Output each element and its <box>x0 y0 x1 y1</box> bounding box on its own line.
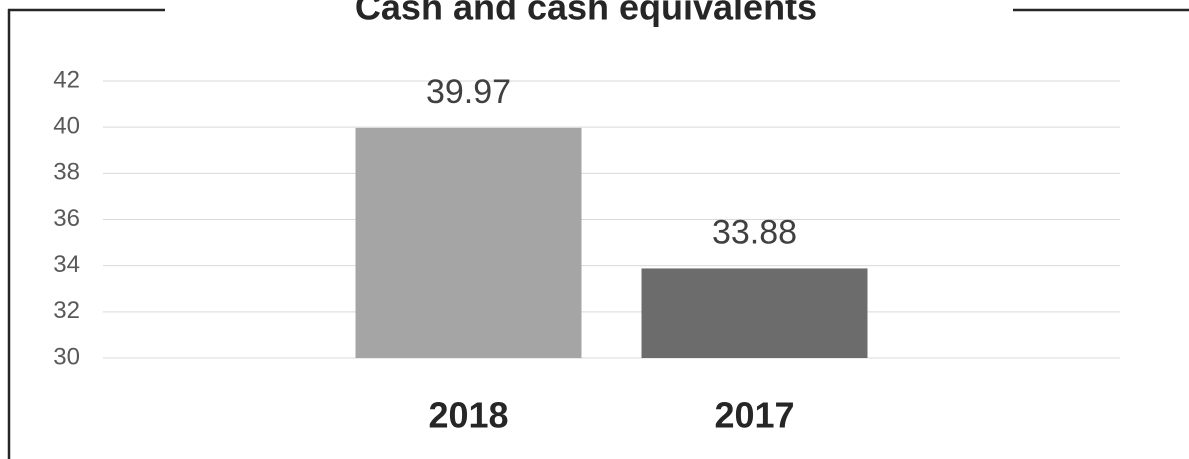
x-tick-label: 2018 <box>428 395 508 436</box>
y-tick-label: 42 <box>53 66 80 93</box>
y-tick-label: 40 <box>53 113 80 140</box>
y-tick-label: 38 <box>53 159 80 186</box>
y-tick-label: 30 <box>53 343 80 370</box>
bar <box>355 127 582 359</box>
y-tick-label: 36 <box>53 205 80 232</box>
y-tick-label: 34 <box>53 251 80 278</box>
bar <box>641 268 868 358</box>
data-label: 33.88 <box>712 213 797 251</box>
y-tick-label: 32 <box>53 297 80 324</box>
chart-title: Cash and cash equivalents <box>355 0 817 28</box>
data-label: 39.97 <box>426 73 511 111</box>
x-tick-label: 2017 <box>714 395 794 436</box>
